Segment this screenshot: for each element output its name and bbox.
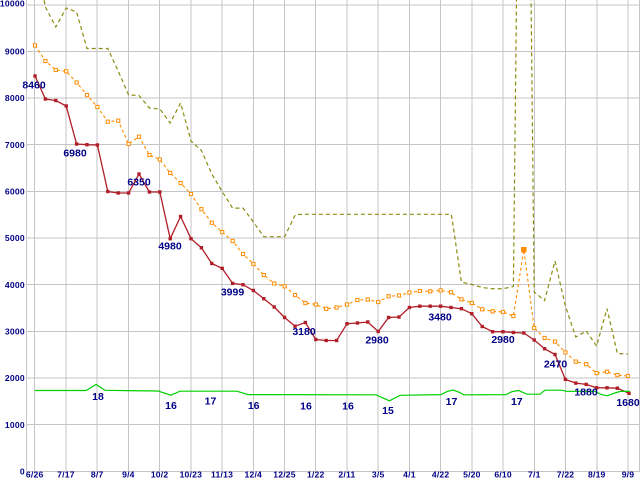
svg-text:3000: 3000 [5, 326, 25, 336]
svg-text:17: 17 [205, 396, 217, 408]
svg-text:2000: 2000 [5, 373, 25, 383]
svg-text:4980: 4980 [158, 241, 182, 253]
svg-text:2980: 2980 [491, 334, 515, 346]
svg-text:3/5: 3/5 [372, 470, 385, 480]
svg-text:3999: 3999 [221, 287, 245, 299]
svg-text:2/11: 2/11 [338, 470, 355, 480]
svg-text:9000: 9000 [5, 47, 25, 57]
svg-text:16: 16 [342, 401, 354, 413]
svg-text:9/9: 9/9 [622, 470, 635, 480]
svg-text:2470: 2470 [544, 359, 568, 371]
svg-text:7/22: 7/22 [557, 470, 575, 480]
svg-text:15: 15 [382, 405, 394, 417]
svg-text:16: 16 [165, 400, 177, 412]
svg-text:16: 16 [300, 401, 312, 413]
svg-text:10000: 10000 [0, 0, 25, 8]
svg-text:1680: 1680 [616, 397, 640, 409]
svg-text:17: 17 [446, 396, 458, 408]
svg-text:5000: 5000 [5, 233, 25, 243]
svg-text:6350: 6350 [127, 177, 151, 189]
svg-text:7000: 7000 [5, 140, 25, 150]
svg-text:8/7: 8/7 [91, 470, 104, 480]
svg-text:3180: 3180 [292, 326, 316, 338]
svg-text:6000: 6000 [5, 186, 25, 196]
svg-text:4000: 4000 [5, 280, 25, 290]
svg-text:11/13: 11/13 [211, 470, 233, 480]
svg-text:5/20: 5/20 [463, 470, 481, 480]
svg-text:6980: 6980 [63, 148, 87, 160]
svg-text:8460: 8460 [22, 80, 46, 92]
svg-text:16: 16 [248, 400, 260, 412]
svg-text:8000: 8000 [5, 93, 25, 103]
svg-text:12/4: 12/4 [245, 470, 263, 480]
svg-text:18: 18 [92, 391, 104, 403]
svg-text:4/22: 4/22 [432, 470, 450, 480]
svg-text:6/26: 6/26 [26, 470, 44, 480]
svg-text:2980: 2980 [365, 335, 389, 347]
svg-text:6/10: 6/10 [494, 470, 512, 480]
svg-text:4/1: 4/1 [403, 470, 416, 480]
svg-text:7/1: 7/1 [528, 470, 541, 480]
svg-text:1880: 1880 [574, 387, 598, 399]
svg-text:8/19: 8/19 [588, 470, 606, 480]
svg-text:1000: 1000 [5, 420, 25, 430]
svg-text:7/17: 7/17 [57, 470, 75, 480]
svg-text:10/23: 10/23 [180, 470, 203, 480]
svg-text:12/25: 12/25 [273, 470, 296, 480]
svg-text:3480: 3480 [428, 312, 452, 324]
svg-text:1/22: 1/22 [307, 470, 325, 480]
svg-text:17: 17 [511, 396, 523, 408]
svg-text:0: 0 [20, 466, 25, 476]
svg-text:10/2: 10/2 [151, 470, 169, 480]
svg-text:9/4: 9/4 [122, 470, 135, 480]
